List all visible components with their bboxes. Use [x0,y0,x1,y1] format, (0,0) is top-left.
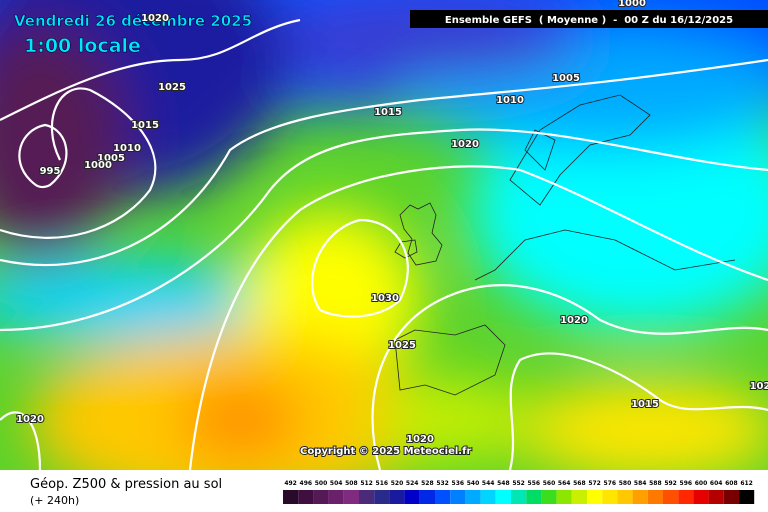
legend-swatch [678,490,694,504]
legend-swatch [343,490,359,504]
header-box [410,10,768,28]
legend-swatch [389,490,405,504]
forecast-date: Vendredi 26 décembre 2025 [14,12,252,30]
legend-label: 560 [543,480,556,487]
legend-label: 520 [391,480,404,487]
legend-label: 492 [284,480,297,487]
isobar-label: 1015 [631,399,659,410]
legend-swatch [556,490,572,504]
legend-label: 580 [619,480,632,487]
legend-label: 572 [588,480,601,487]
isobar-label: 1010 [496,95,524,106]
isobar-label: 1020 [560,315,588,326]
footer-lead: (+ 240h) [30,494,79,507]
legend-swatch [313,490,329,504]
legend-swatch [602,490,618,504]
legend-label: 524 [406,480,419,487]
isobar-label: 1030 [371,293,399,304]
legend-label: 528 [421,480,434,487]
legend-label: 568 [573,480,586,487]
legend-swatch [298,490,314,504]
legend-label: 556 [528,480,541,487]
legend-swatch [511,490,527,504]
legend-swatch [632,490,648,504]
legend-label: 592 [664,480,677,487]
legend-swatch [663,490,679,504]
legend-label: 564 [558,480,571,487]
isobar-label: 1000 [84,160,112,171]
legend-swatch [404,490,420,504]
footer-title: Géop. Z500 & pression au sol [30,477,222,492]
isobar-label: 1020 [406,434,434,445]
legend-label: 496 [300,480,313,487]
legend-swatch [739,490,755,504]
legend-swatch [647,490,663,504]
isobar-labels: 1020102510151010100510009951005101010151… [15,0,768,446]
isobar-label: 1015 [131,120,159,131]
legend-label: 552 [512,480,525,487]
legend-label: 512 [360,480,373,487]
legend-swatch [723,490,739,504]
forecast-time: 1:00 locale [24,35,141,57]
legend-swatch [419,490,435,504]
legend-label: 532 [436,480,449,487]
isobar-label: 1005 [97,153,125,164]
legend-label: 600 [695,480,708,487]
legend-swatch [571,490,587,504]
legend-label: 596 [680,480,693,487]
isobar-label: 1010 [113,143,141,154]
isobar-label: 1000 [618,0,646,9]
legend-swatch [617,490,633,504]
legend-label: 544 [482,480,495,487]
isobar-label: 102 [750,381,768,392]
legend-swatch [495,490,511,504]
isobar-label: 1020 [16,414,44,425]
isobar-label: 1005 [552,73,580,84]
legend-label: 548 [497,480,510,487]
legend-swatch [541,490,557,504]
model-run: Ensemble GEFS ( Moyenne ) - 00 Z du 16/1… [445,15,733,26]
legend-label: 508 [345,480,358,487]
isobar-label: 1025 [388,340,416,351]
isobar-label: 1015 [374,107,402,118]
isobar-label: 995 [40,166,61,177]
legend-label: 504 [330,480,343,487]
legend-swatch [693,490,709,504]
legend-label: 540 [467,480,480,487]
legend-label: 536 [452,480,465,487]
isobar-label: 1020 [451,139,479,150]
legend-swatch [283,490,299,504]
legend-swatch [526,490,542,504]
copyright: Copyright © 2025 Meteociel.fr [300,446,471,457]
isobar-label: 1020 [141,13,169,24]
legend-label: 612 [740,480,753,487]
legend-swatch [374,490,390,504]
legend-label: 588 [649,480,662,487]
legend-swatch [587,490,603,504]
legend-swatch [359,490,375,504]
legend-swatch [435,490,451,504]
legend-label: 576 [604,480,617,487]
legend-swatch [328,490,344,504]
legend-label: 500 [315,480,328,487]
legend-swatch [480,490,496,504]
color-legend: 492 496 500 504 508 512 516 520 524 528 532 536 540 5… [283,480,755,504]
isobar-label: 1025 [158,82,186,93]
legend-swatch [450,490,466,504]
legend-label: 584 [634,480,647,487]
legend-swatch [708,490,724,504]
legend-label: 516 [376,480,389,487]
legend-label: 604 [710,480,723,487]
legend-label: 608 [725,480,738,487]
legend-swatch [465,490,481,504]
